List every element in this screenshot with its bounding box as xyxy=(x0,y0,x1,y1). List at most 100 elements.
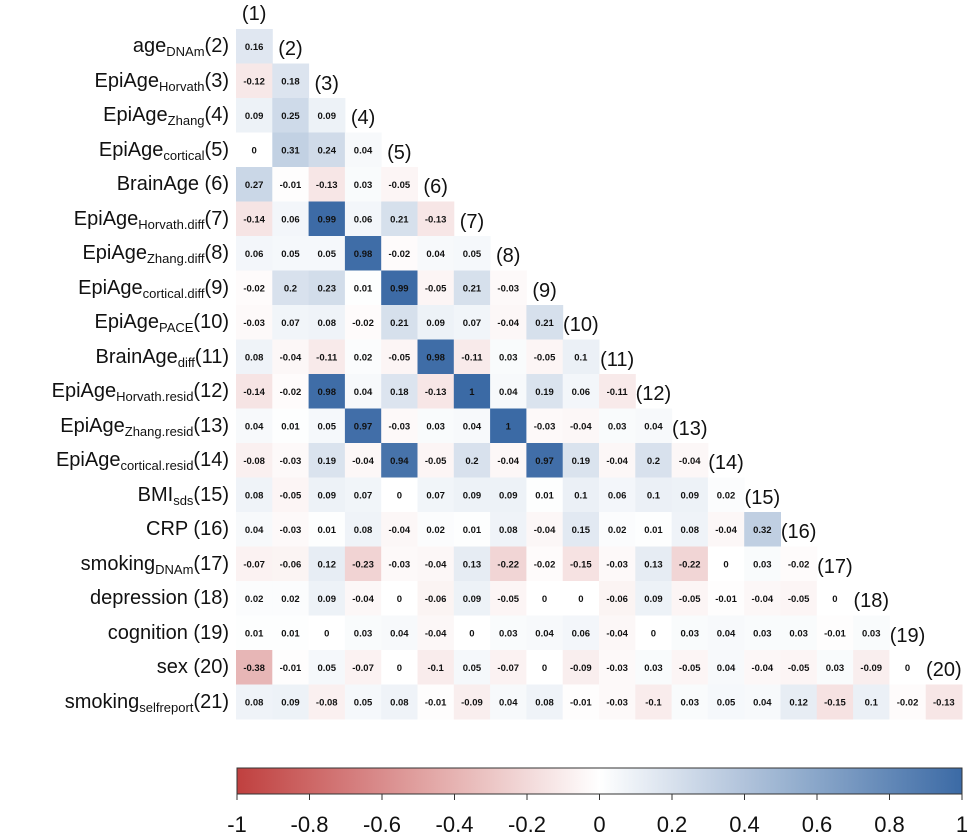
heatmap-cell xyxy=(308,650,346,685)
cell-value-label: -0.1 xyxy=(645,697,662,708)
cell-value-label: 0.03 xyxy=(681,628,700,639)
cell-value-label: 0.1 xyxy=(647,490,661,501)
row-label-subscript: Zhang xyxy=(167,113,205,128)
heatmap-cell xyxy=(562,443,600,478)
heatmap-cell xyxy=(344,374,382,409)
row-label-number: (7) xyxy=(204,207,229,230)
cell-value-label: 0.99 xyxy=(390,283,409,294)
heatmap-cell xyxy=(490,477,527,513)
heatmap-cell xyxy=(308,270,346,306)
cell-value-label: 0.02 xyxy=(426,525,445,536)
heatmap-cell xyxy=(236,29,273,64)
cell-value-label: 0.02 xyxy=(281,594,300,605)
heatmap-cell xyxy=(417,201,455,237)
cell-value-label: 0.03 xyxy=(499,352,518,363)
row-label-number: (19) xyxy=(193,621,229,644)
cell-value-label: 0.01 xyxy=(281,628,300,639)
cell-value-label: -0.09 xyxy=(570,663,592,674)
cell-value-label: 0.09 xyxy=(463,490,482,501)
row-label-number: (8) xyxy=(204,242,229,264)
heatmap-cell xyxy=(272,615,310,651)
heatmap-cell xyxy=(236,581,273,616)
heatmap-cell xyxy=(453,546,491,582)
cell-value-label: 0.08 xyxy=(245,352,264,363)
cell-value-label: 0.05 xyxy=(318,421,337,432)
cell-value-label: 0.09 xyxy=(318,111,337,122)
column-label: (20) xyxy=(926,659,962,682)
cell-value-label: -0.15 xyxy=(824,697,846,708)
heatmap-cell xyxy=(272,63,310,99)
cell-value-label: -0.05 xyxy=(389,180,411,191)
cell-value-label: 0.09 xyxy=(245,111,264,122)
heatmap-cell xyxy=(635,477,673,513)
cell-value-label: 1 xyxy=(506,421,512,432)
heatmap-cell xyxy=(635,684,673,720)
heatmap-cell xyxy=(526,650,564,685)
row-label-subscript: cortical.resid xyxy=(120,458,194,473)
heatmap-cell xyxy=(236,132,273,168)
heatmap-cell xyxy=(308,581,346,616)
row-label: EpiAgecortical.diff(9) xyxy=(78,271,229,305)
heatmap-cell xyxy=(707,546,745,582)
cell-value-label: 0.32 xyxy=(753,525,772,536)
cell-value-label: -0.03 xyxy=(606,697,628,708)
colorbar-tick-label: -0.6 xyxy=(363,812,401,837)
heatmap-cell xyxy=(599,443,636,478)
row-label-main: BrainAge xyxy=(95,345,178,368)
cell-value-label: 0.13 xyxy=(463,559,482,570)
heatmap-cell xyxy=(272,581,310,616)
cell-value-label: 0.04 xyxy=(499,387,518,398)
heatmap-cell xyxy=(344,201,382,237)
heatmap-cell xyxy=(344,305,382,340)
cell-value-label: 0.2 xyxy=(647,456,660,467)
cell-value-label: -0.04 xyxy=(352,594,374,605)
heatmap-cell xyxy=(344,546,382,582)
cell-value-label: -0.12 xyxy=(243,76,265,87)
cell-value-label: -0.04 xyxy=(752,663,774,674)
row-label: EpiAgeHorvath(3) xyxy=(95,64,229,98)
cell-value-label: -0.01 xyxy=(280,180,302,191)
row-label-subscript: Horvath.resid xyxy=(116,389,194,404)
cell-value-label: 0.04 xyxy=(245,421,264,432)
cell-value-label: 0 xyxy=(469,628,474,639)
heatmap-cell xyxy=(671,477,709,513)
heatmap-cell xyxy=(308,684,346,720)
heatmap-cell xyxy=(490,546,527,582)
heatmap-cell xyxy=(707,684,745,720)
column-label: (19) xyxy=(889,624,926,647)
cell-value-label: -0.11 xyxy=(607,387,629,398)
heatmap-cell xyxy=(780,684,818,720)
cell-value-label: -0.04 xyxy=(679,456,701,467)
heatmap-cell xyxy=(780,615,818,651)
row-label-subscript: cortical xyxy=(163,147,205,163)
column-label: (7) xyxy=(459,210,485,233)
colorbar-tick-label: -0.4 xyxy=(435,812,474,837)
row-label-main: EpiAge xyxy=(55,449,121,471)
cell-value-label: 0.02 xyxy=(354,352,373,363)
cell-value-label: 0.04 xyxy=(463,421,482,432)
heatmap-cell xyxy=(780,650,818,685)
cell-value-label: 0.25 xyxy=(281,111,300,122)
heatmap-cell xyxy=(381,339,418,375)
heatmap-cell xyxy=(417,546,455,582)
column-label: (10) xyxy=(563,314,599,337)
cell-value-label: -0.07 xyxy=(243,559,265,570)
heatmap-cell xyxy=(744,581,781,616)
cell-value-label: 0.03 xyxy=(862,628,881,639)
cell-value-label: 0.2 xyxy=(465,456,478,467)
column-label: (16) xyxy=(780,521,817,544)
heatmap-cell xyxy=(562,374,600,409)
heatmap-cell xyxy=(490,581,527,616)
heatmap-cell xyxy=(490,339,527,375)
heatmap-cell xyxy=(236,512,273,547)
cell-value-label: 0 xyxy=(832,594,837,605)
cell-value-label: 0.03 xyxy=(426,421,445,432)
cell-value-label: 0.24 xyxy=(318,145,337,156)
cell-value-label: 0.21 xyxy=(390,214,409,225)
heatmap-cell xyxy=(308,615,346,651)
cell-value-label: -0.04 xyxy=(715,525,737,536)
heatmap-cell xyxy=(453,443,491,478)
column-label: (4) xyxy=(350,107,376,130)
cell-value-label: 0.19 xyxy=(318,456,337,467)
row-label: smokingselfreport(21) xyxy=(65,685,229,719)
